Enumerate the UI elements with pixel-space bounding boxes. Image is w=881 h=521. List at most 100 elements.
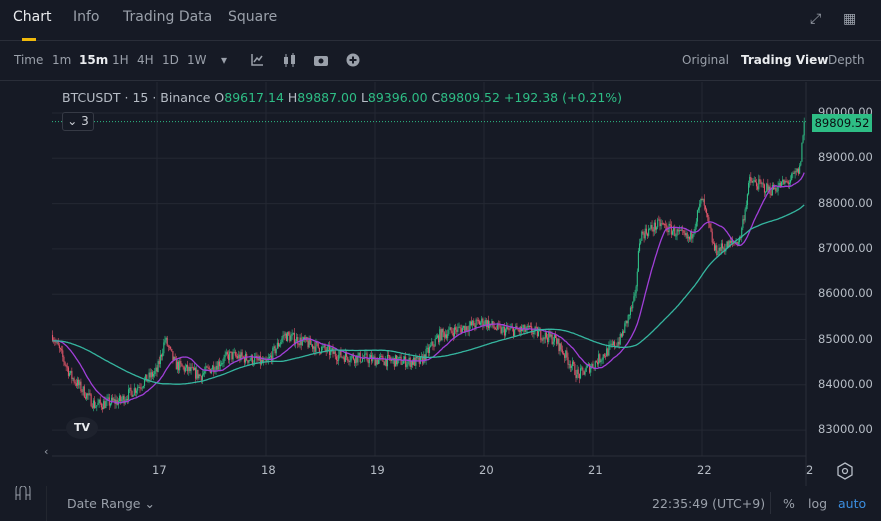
candle-body [438, 335, 440, 343]
interval-1d[interactable]: 1D [162, 53, 179, 67]
candle-body [487, 320, 490, 329]
candle-body [564, 354, 566, 358]
candle-body [598, 354, 600, 365]
y-tick-label: 89000.00 [818, 150, 873, 165]
candle-body [131, 391, 133, 397]
candle-body [126, 399, 129, 401]
candle-body [586, 365, 588, 368]
candle-body [554, 334, 557, 339]
settings-icon[interactable] [836, 462, 854, 480]
indicators-icon[interactable] [250, 53, 264, 67]
candle-body [573, 361, 575, 365]
candle-body [621, 331, 624, 337]
percent-toggle[interactable]: % [783, 496, 795, 511]
candle-type-icon[interactable] [282, 53, 298, 67]
time-label[interactable]: Time [14, 53, 44, 67]
interval-1h[interactable]: 1H [112, 53, 129, 67]
low-value: 89396.00 [367, 90, 428, 105]
candle-body [528, 325, 530, 327]
candle-body [506, 326, 508, 330]
candle-body [579, 368, 582, 379]
candle-body [609, 344, 611, 346]
candle-body [719, 247, 721, 251]
candle-body [452, 332, 454, 337]
candle-body [559, 343, 561, 352]
expand-icon[interactable]: ⤢ [810, 11, 822, 27]
candle-body [157, 361, 159, 372]
indicators-count: 3 [81, 114, 89, 128]
candle-body [281, 338, 283, 343]
view-trading-view[interactable]: Trading View [741, 53, 829, 67]
candle-body [332, 348, 334, 354]
candle-body [623, 331, 625, 333]
candle-body [188, 367, 190, 372]
view-original[interactable]: Original [682, 53, 729, 67]
layout-grid-icon[interactable]: ▦ [843, 11, 857, 27]
candle-body [599, 354, 601, 363]
view-depth[interactable]: Depth [828, 53, 865, 67]
candle-body [336, 359, 339, 361]
candle-body [233, 351, 235, 353]
date-range-button[interactable]: Date Range ⌄ [67, 496, 155, 511]
indicators-toggle[interactable]: ⌄ 3 [62, 112, 94, 131]
add-icon[interactable] [346, 53, 360, 67]
collapse-toolbar-icon[interactable]: ‹ [44, 445, 49, 458]
candle-body [648, 228, 650, 236]
interval-15m[interactable]: 15m [79, 53, 109, 67]
interval-4h[interactable]: 4H [137, 53, 154, 67]
candle-body [334, 351, 336, 357]
candle-body [193, 367, 196, 371]
candle-body [407, 361, 409, 365]
more-intervals-dropdown[interactable]: ▾ [221, 53, 228, 67]
candle-body [433, 346, 435, 347]
candle-body [191, 367, 193, 369]
candle-body [368, 357, 370, 364]
candle-body [414, 357, 416, 366]
candle-body [491, 321, 493, 325]
camera-icon[interactable] [314, 54, 328, 66]
candle-body [239, 354, 241, 361]
candle-body [289, 334, 291, 342]
tab-info[interactable]: Info [73, 9, 100, 25]
candle-body [198, 374, 200, 379]
candle-body [501, 327, 503, 334]
candle-body [456, 329, 458, 332]
candle-body [751, 180, 753, 183]
candle-body [274, 346, 276, 354]
candle-body [517, 329, 519, 331]
tab-trading-data[interactable]: Trading Data [123, 9, 213, 25]
candle-body [321, 347, 323, 353]
candle-body [652, 229, 654, 232]
candle-body [232, 352, 234, 360]
auto-toggle[interactable]: auto [838, 496, 867, 511]
clock-time[interactable]: 22:35:49 (UTC+9) [652, 496, 766, 511]
candle-body [572, 361, 574, 366]
candle-body [640, 240, 642, 244]
candle-body [231, 351, 233, 360]
y-tick-label: 83000.00 [818, 422, 873, 437]
candle-body [562, 353, 565, 355]
candle-body [757, 186, 759, 190]
candle-body [125, 399, 127, 401]
candle-body [307, 341, 309, 348]
candle-body [113, 399, 115, 401]
price-chart[interactable] [0, 0, 881, 486]
candle-body [703, 199, 705, 206]
tab-square[interactable]: Square [228, 9, 278, 25]
candle-body [276, 342, 278, 349]
candle-body [690, 231, 692, 240]
log-toggle[interactable]: log [808, 496, 828, 511]
candle-body [133, 388, 135, 396]
candle-body [330, 349, 332, 355]
interval-1m[interactable]: 1m [52, 53, 72, 67]
candle-body [541, 339, 543, 341]
candle-body [537, 331, 540, 337]
candle-body [591, 363, 593, 368]
tab-chart[interactable]: Chart [13, 9, 52, 41]
candle-body [481, 318, 483, 323]
candle-body [313, 346, 315, 349]
interval-1w[interactable]: 1W [187, 53, 207, 67]
candle-body [569, 364, 571, 368]
candle-body [707, 213, 709, 218]
candle-body [173, 356, 175, 361]
